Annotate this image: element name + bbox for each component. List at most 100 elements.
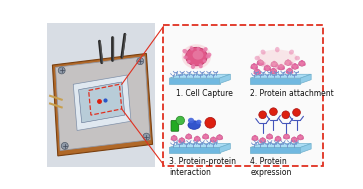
Ellipse shape: [171, 136, 177, 141]
Polygon shape: [301, 74, 311, 84]
Polygon shape: [301, 144, 311, 153]
Ellipse shape: [203, 47, 208, 52]
Ellipse shape: [299, 134, 302, 136]
Ellipse shape: [295, 56, 300, 60]
Ellipse shape: [190, 137, 192, 139]
Ellipse shape: [261, 62, 266, 67]
Ellipse shape: [188, 118, 194, 123]
Circle shape: [270, 108, 277, 115]
Ellipse shape: [191, 64, 195, 69]
Ellipse shape: [264, 65, 270, 71]
Text: 4. Protein
expression: 4. Protein expression: [250, 157, 292, 177]
Ellipse shape: [259, 59, 262, 61]
Ellipse shape: [254, 56, 260, 60]
Ellipse shape: [196, 136, 198, 138]
Ellipse shape: [270, 68, 277, 74]
Ellipse shape: [261, 137, 264, 139]
Ellipse shape: [252, 138, 254, 140]
Ellipse shape: [298, 64, 301, 66]
FancyBboxPatch shape: [171, 120, 179, 131]
Ellipse shape: [291, 67, 294, 69]
Ellipse shape: [253, 63, 256, 65]
Ellipse shape: [193, 50, 203, 60]
Ellipse shape: [185, 137, 187, 139]
Ellipse shape: [303, 64, 306, 66]
Polygon shape: [250, 147, 301, 153]
Ellipse shape: [256, 68, 258, 71]
Ellipse shape: [212, 136, 215, 139]
Ellipse shape: [270, 71, 272, 74]
Ellipse shape: [260, 138, 266, 143]
Ellipse shape: [272, 68, 275, 70]
Polygon shape: [220, 144, 230, 153]
Circle shape: [137, 58, 144, 65]
Ellipse shape: [266, 134, 273, 139]
FancyBboxPatch shape: [47, 23, 155, 167]
Ellipse shape: [257, 60, 264, 65]
Ellipse shape: [291, 137, 297, 142]
Polygon shape: [79, 82, 125, 123]
FancyBboxPatch shape: [163, 25, 323, 166]
Ellipse shape: [275, 64, 280, 69]
Ellipse shape: [296, 67, 299, 69]
Ellipse shape: [271, 137, 273, 139]
Ellipse shape: [254, 69, 261, 75]
Ellipse shape: [182, 44, 211, 69]
Ellipse shape: [183, 141, 185, 143]
Polygon shape: [52, 53, 152, 156]
Ellipse shape: [257, 63, 259, 65]
Text: 3. Protein-protein
interaction: 3. Protein-protein interaction: [170, 157, 236, 177]
Ellipse shape: [196, 47, 200, 51]
Ellipse shape: [299, 61, 305, 66]
Ellipse shape: [182, 49, 188, 54]
Polygon shape: [250, 78, 301, 84]
Ellipse shape: [187, 60, 191, 64]
Ellipse shape: [203, 134, 209, 139]
Ellipse shape: [256, 67, 258, 69]
Ellipse shape: [261, 50, 266, 55]
Ellipse shape: [194, 139, 196, 141]
Text: 2. Protein attachment: 2. Protein attachment: [250, 89, 334, 98]
Ellipse shape: [259, 141, 261, 143]
Polygon shape: [250, 144, 311, 147]
Ellipse shape: [297, 135, 303, 140]
Ellipse shape: [283, 137, 285, 139]
Ellipse shape: [269, 68, 271, 70]
Ellipse shape: [277, 136, 279, 138]
Circle shape: [259, 111, 266, 119]
Ellipse shape: [190, 46, 193, 50]
Polygon shape: [56, 57, 150, 150]
Polygon shape: [170, 78, 220, 84]
Ellipse shape: [285, 60, 291, 65]
Ellipse shape: [266, 137, 268, 139]
Ellipse shape: [278, 65, 284, 70]
Ellipse shape: [199, 139, 201, 141]
Ellipse shape: [216, 135, 223, 140]
Ellipse shape: [253, 72, 256, 74]
Ellipse shape: [289, 62, 294, 67]
Ellipse shape: [204, 133, 207, 135]
Ellipse shape: [297, 138, 299, 139]
Ellipse shape: [173, 135, 175, 137]
Ellipse shape: [273, 61, 276, 63]
Ellipse shape: [183, 56, 188, 59]
Ellipse shape: [254, 135, 256, 137]
Ellipse shape: [216, 138, 218, 139]
Circle shape: [293, 109, 301, 116]
Ellipse shape: [288, 68, 291, 70]
Ellipse shape: [271, 62, 277, 67]
Ellipse shape: [188, 133, 190, 135]
Ellipse shape: [284, 63, 287, 65]
Ellipse shape: [211, 137, 216, 142]
Ellipse shape: [188, 121, 200, 129]
Polygon shape: [170, 74, 230, 78]
Ellipse shape: [279, 139, 282, 141]
Ellipse shape: [194, 136, 200, 141]
Polygon shape: [220, 74, 230, 84]
Ellipse shape: [269, 133, 271, 135]
Ellipse shape: [289, 63, 292, 65]
Ellipse shape: [280, 64, 282, 66]
Circle shape: [282, 111, 290, 119]
Ellipse shape: [301, 60, 303, 62]
Ellipse shape: [264, 68, 266, 70]
